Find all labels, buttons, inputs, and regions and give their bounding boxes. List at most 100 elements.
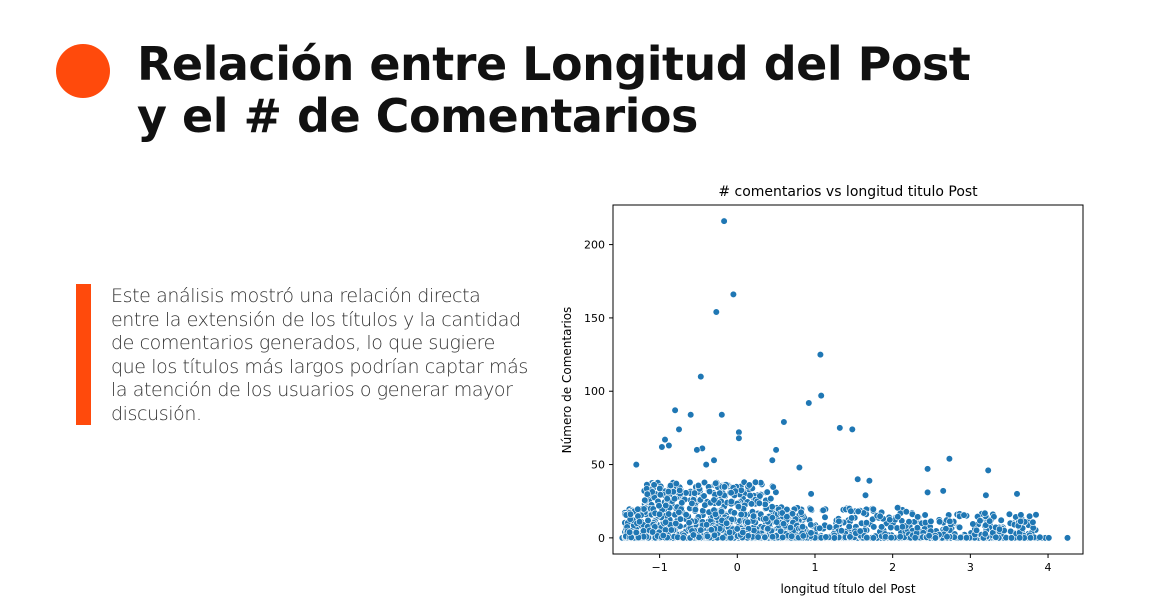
data-point <box>679 534 687 542</box>
data-point <box>727 498 735 506</box>
data-point <box>799 523 807 531</box>
data-point <box>729 290 737 298</box>
data-point <box>931 534 940 542</box>
data-point <box>773 518 781 526</box>
data-point <box>1032 511 1040 519</box>
title-line-1: Relación entre Longitud del Post <box>137 37 971 91</box>
data-point <box>1045 534 1053 542</box>
data-point <box>694 481 702 490</box>
data-point <box>816 524 824 532</box>
data-point <box>865 477 874 485</box>
orange-circle-accent <box>56 44 110 98</box>
data-point <box>762 515 770 523</box>
data-point <box>886 516 894 524</box>
data-point <box>783 513 791 521</box>
data-point <box>990 513 998 521</box>
data-point <box>676 515 684 523</box>
data-point <box>854 507 862 516</box>
data-point <box>822 533 830 541</box>
data-point <box>632 528 640 537</box>
data-point <box>662 501 670 510</box>
data-point <box>737 510 745 519</box>
scatter-points <box>618 217 1072 542</box>
data-point <box>887 523 895 532</box>
data-point <box>869 534 878 542</box>
y-tick-label: 0 <box>598 532 605 545</box>
data-point <box>992 533 1000 541</box>
analysis-text: Este análisis mostró una relación direct… <box>111 285 528 425</box>
title-line-2: y el # de Comentarios <box>137 89 698 143</box>
data-point <box>693 446 701 454</box>
data-point <box>730 509 738 517</box>
data-point <box>744 518 752 526</box>
data-point <box>697 526 705 534</box>
data-point <box>682 489 690 497</box>
x-tick-label: 1 <box>811 561 818 574</box>
data-point <box>655 510 664 518</box>
data-point <box>826 523 834 531</box>
data-point <box>710 496 718 504</box>
data-point <box>691 506 699 514</box>
data-point <box>702 461 710 469</box>
data-point <box>1026 512 1034 520</box>
data-point <box>848 425 856 433</box>
data-point <box>862 519 871 527</box>
data-point <box>727 489 735 497</box>
data-point <box>767 495 775 503</box>
orange-accent-bar <box>76 284 91 425</box>
data-point <box>894 504 902 512</box>
data-point <box>1017 511 1025 519</box>
data-point <box>799 532 807 540</box>
data-point <box>663 495 671 503</box>
data-point <box>717 508 726 516</box>
data-point <box>772 446 780 454</box>
data-point <box>712 479 720 487</box>
data-point <box>845 523 853 531</box>
y-tick-label: 50 <box>591 459 605 472</box>
data-point <box>1063 534 1072 542</box>
data-point <box>761 533 769 541</box>
data-point <box>962 534 971 542</box>
data-point <box>819 506 827 514</box>
data-point <box>957 533 965 542</box>
data-point <box>703 521 711 529</box>
y-tick-label: 150 <box>584 312 605 325</box>
data-point <box>672 480 680 488</box>
data-point <box>807 529 815 537</box>
data-point <box>644 516 652 525</box>
y-axis-ticks: 0 50 100 150 200 <box>584 239 613 545</box>
data-point <box>861 491 870 499</box>
data-point <box>1017 517 1025 526</box>
data-point <box>788 510 797 518</box>
data-point <box>635 518 644 526</box>
data-point <box>924 465 932 473</box>
data-point <box>632 461 640 469</box>
data-point <box>769 483 777 491</box>
data-point <box>756 492 764 500</box>
data-point <box>878 523 886 531</box>
data-point <box>659 531 667 540</box>
data-point <box>905 518 913 526</box>
data-point <box>995 525 1004 533</box>
data-point <box>807 505 815 513</box>
data-point <box>664 488 672 496</box>
data-point <box>719 534 727 542</box>
data-point <box>1013 490 1021 498</box>
data-point <box>1005 510 1014 518</box>
data-point <box>723 519 731 527</box>
y-axis-label: Número de Comentarios <box>560 307 574 454</box>
data-point <box>745 481 753 489</box>
y-tick-label: 200 <box>584 239 605 252</box>
data-point <box>777 527 785 535</box>
x-tick-label: 0 <box>734 561 741 574</box>
data-point <box>754 533 762 541</box>
data-point <box>672 519 680 528</box>
data-point <box>667 526 675 534</box>
data-point <box>902 508 910 516</box>
data-point <box>911 534 919 542</box>
data-point <box>691 489 699 497</box>
data-point <box>734 503 743 511</box>
data-point <box>807 490 815 498</box>
data-point <box>847 507 855 515</box>
x-axis-ticks: −1 0 1 2 3 4 <box>652 554 1052 574</box>
